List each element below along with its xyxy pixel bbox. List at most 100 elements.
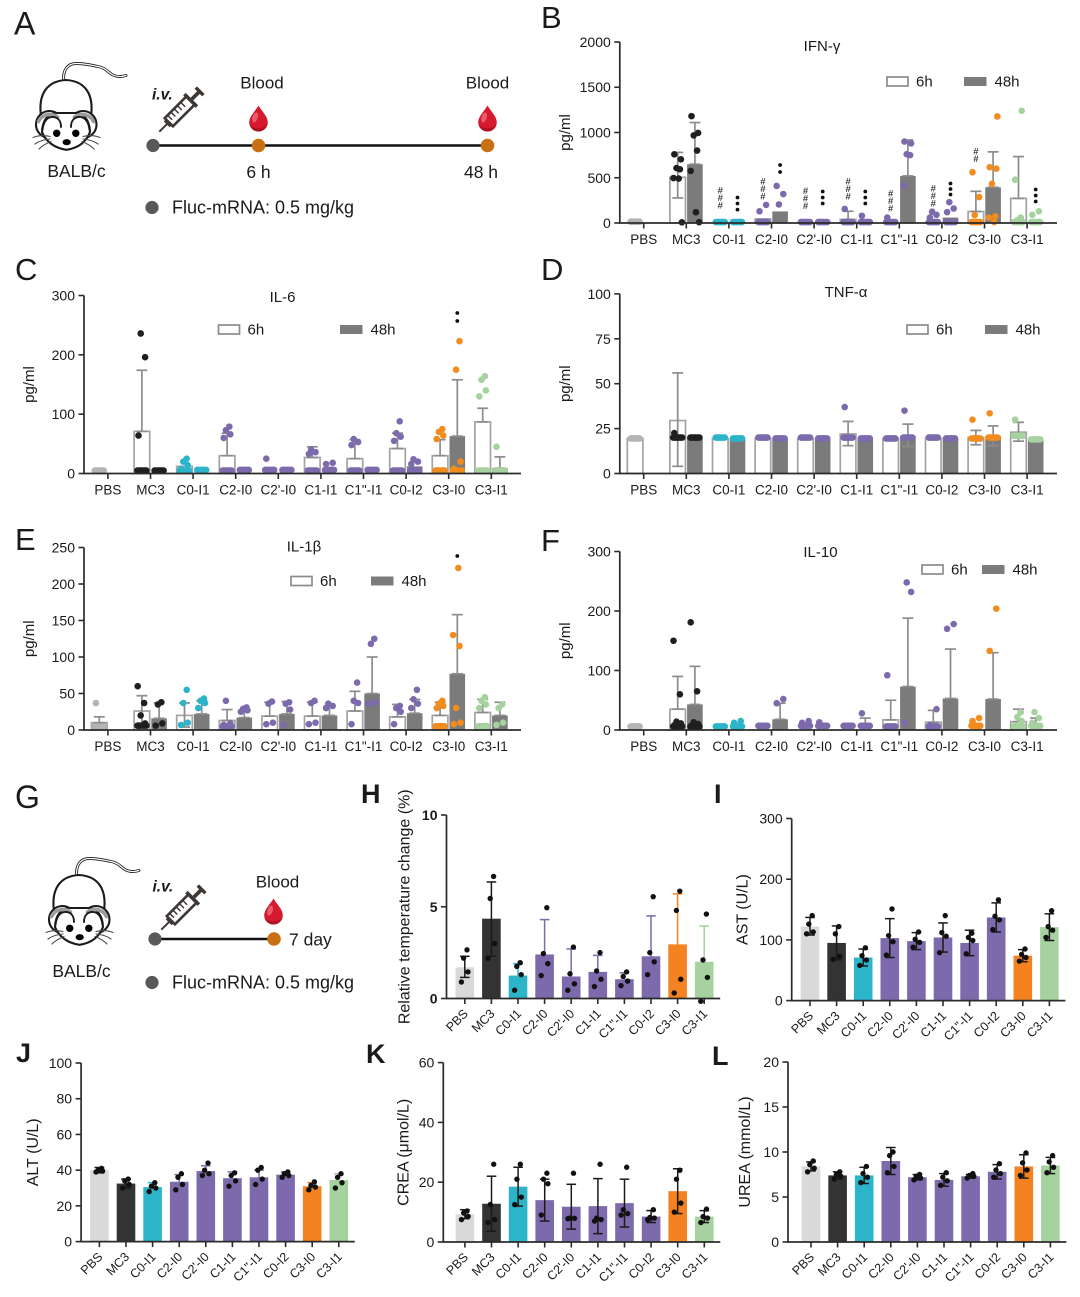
svg-text:C2'-I0: C2'-I0	[889, 1009, 922, 1042]
svg-text:PBS: PBS	[630, 739, 657, 754]
svg-text:MC3: MC3	[469, 1007, 498, 1036]
svg-text:PBS: PBS	[94, 483, 121, 498]
svg-text:C0-I1: C0-I1	[712, 232, 745, 247]
svg-text:C3-I1: C3-I1	[1011, 739, 1044, 754]
svg-text:300: 300	[587, 544, 611, 560]
svg-text:PBS: PBS	[443, 1007, 471, 1035]
svg-text:0: 0	[67, 466, 75, 482]
svg-text:#: #	[845, 191, 851, 202]
svg-text:C0-I2: C0-I2	[626, 1007, 658, 1039]
svg-text:C0-I2: C0-I2	[925, 232, 958, 247]
svg-text:i.v.: i.v.	[153, 879, 174, 896]
svg-text:MC3: MC3	[672, 483, 701, 498]
svg-text:K: K	[366, 1039, 386, 1069]
svg-text:C2-I0: C2-I0	[864, 1009, 896, 1041]
svg-text:C3-I1: C3-I1	[1011, 483, 1044, 498]
svg-text:25: 25	[595, 421, 611, 437]
svg-text:C2'-I0: C2'-I0	[796, 739, 832, 754]
svg-text:IFN-γ: IFN-γ	[804, 38, 841, 55]
svg-text:C3-I0: C3-I0	[968, 483, 1001, 498]
svg-text:5: 5	[430, 899, 438, 915]
svg-text:MC3: MC3	[815, 1250, 844, 1279]
svg-text:C0-I1: C0-I1	[712, 739, 745, 754]
svg-text:0: 0	[67, 722, 75, 738]
svg-text:PBS: PBS	[78, 1250, 106, 1278]
svg-text:15: 15	[763, 1099, 779, 1115]
svg-text:0: 0	[427, 1234, 435, 1250]
svg-text:Fluc-mRNA: 0.5 mg/kg: Fluc-mRNA: 0.5 mg/kg	[172, 198, 354, 218]
svg-text:#: #	[803, 201, 809, 212]
svg-text:C3-I1: C3-I1	[1011, 232, 1044, 247]
svg-text:MC3: MC3	[104, 1250, 133, 1279]
svg-text:C3-I1: C3-I1	[679, 1250, 711, 1282]
svg-text:MC3: MC3	[814, 1009, 843, 1038]
svg-text:C2'-I0: C2'-I0	[544, 1007, 577, 1040]
svg-text:80: 80	[57, 1091, 73, 1107]
svg-text:6h: 6h	[916, 74, 933, 91]
svg-text:#: #	[973, 154, 979, 165]
svg-text:0: 0	[430, 991, 438, 1007]
svg-text:6h: 6h	[951, 562, 968, 579]
svg-text:6h: 6h	[936, 322, 953, 339]
svg-text:C3-I1: C3-I1	[1025, 1250, 1057, 1282]
svg-text:0: 0	[64, 1234, 72, 1250]
svg-text:C3-I1: C3-I1	[1024, 1009, 1056, 1041]
svg-text:60: 60	[419, 1055, 435, 1071]
svg-text:200: 200	[52, 347, 76, 363]
svg-text:#: #	[888, 203, 894, 214]
svg-text:100: 100	[52, 649, 76, 665]
svg-text:C2'-I0: C2'-I0	[179, 1250, 212, 1283]
svg-text:IL-10: IL-10	[803, 544, 837, 561]
svg-text:48h: 48h	[1013, 562, 1038, 579]
svg-text:2000: 2000	[580, 34, 611, 50]
svg-text:C1"-I1: C1"-I1	[880, 739, 918, 754]
svg-text:5: 5	[771, 1189, 779, 1205]
svg-text:PBS: PBS	[790, 1250, 818, 1278]
svg-text:0: 0	[603, 215, 611, 231]
svg-text:250: 250	[52, 540, 76, 556]
svg-text:50: 50	[595, 376, 611, 392]
svg-text:#: #	[931, 198, 937, 209]
svg-text:C2-I0: C2-I0	[519, 1007, 551, 1039]
svg-text:48h: 48h	[1016, 322, 1041, 339]
svg-text:C3-I1: C3-I1	[475, 483, 508, 498]
svg-text:Relative temperature change (%: Relative temperature change (%)	[397, 789, 414, 1024]
svg-text:B: B	[541, 0, 562, 35]
svg-text:MC3: MC3	[136, 483, 165, 498]
svg-text:C0-I2: C0-I2	[971, 1009, 1003, 1041]
svg-text:10: 10	[422, 807, 438, 823]
svg-text:C1"-I1: C1"-I1	[345, 739, 383, 754]
svg-text:100: 100	[587, 663, 611, 679]
svg-text:20: 20	[763, 1054, 779, 1070]
svg-text:C0-I1: C0-I1	[839, 1250, 871, 1282]
svg-text:C2'-I0: C2'-I0	[544, 1250, 577, 1283]
svg-text:C0-I2: C0-I2	[390, 483, 423, 498]
svg-text:D: D	[541, 252, 563, 287]
svg-text:L: L	[712, 1041, 729, 1071]
svg-text:UREA (mmol/L): UREA (mmol/L)	[737, 1096, 754, 1207]
svg-text:C1"-I1: C1"-I1	[880, 483, 918, 498]
svg-text:C2'-I0: C2'-I0	[261, 483, 297, 498]
svg-text:pg/ml: pg/ml	[557, 622, 574, 659]
svg-text:C1-I1: C1-I1	[840, 483, 873, 498]
svg-text:C0-I1: C0-I1	[712, 483, 745, 498]
svg-text:7 day: 7 day	[289, 930, 332, 950]
svg-text:100: 100	[49, 1055, 73, 1071]
svg-text:48h: 48h	[995, 74, 1020, 91]
svg-text:PBS: PBS	[630, 232, 657, 247]
svg-text:C3-I0: C3-I0	[287, 1250, 319, 1282]
svg-text:C3-I0: C3-I0	[652, 1007, 684, 1039]
svg-text:200: 200	[52, 576, 76, 592]
svg-text:#: #	[760, 184, 766, 195]
svg-text:#: #	[803, 186, 809, 197]
svg-text:300: 300	[759, 811, 783, 827]
svg-text:C1"-I1: C1"-I1	[942, 1250, 977, 1285]
svg-text:#: #	[718, 186, 724, 197]
svg-text:#: #	[845, 184, 851, 195]
svg-text:#: #	[718, 200, 724, 211]
svg-text:C2-I0: C2-I0	[755, 483, 788, 498]
svg-text:500: 500	[587, 170, 611, 186]
svg-text:#: #	[718, 193, 724, 204]
svg-text:10: 10	[763, 1144, 779, 1160]
svg-text:100: 100	[587, 286, 611, 302]
